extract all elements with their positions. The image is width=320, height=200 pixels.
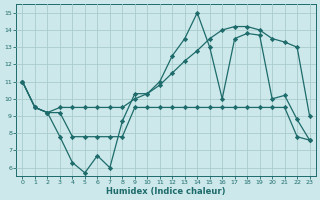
X-axis label: Humidex (Indice chaleur): Humidex (Indice chaleur) [106, 187, 226, 196]
